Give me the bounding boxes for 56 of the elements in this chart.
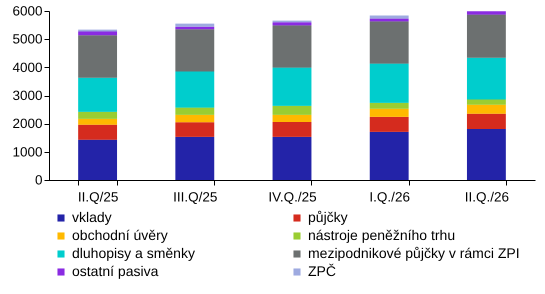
legend-label: obchodní úvěry xyxy=(72,227,168,243)
x-tick-label: II.Q/25 xyxy=(78,190,118,204)
x-tick-label: III.Q/25 xyxy=(173,190,218,204)
bar xyxy=(466,104,506,114)
legend-label: nástroje peněžního trhu xyxy=(308,227,456,243)
bar xyxy=(78,78,118,112)
x-tick-label: II.Q./26 xyxy=(464,190,510,204)
bar xyxy=(175,122,214,137)
y-tick-label: 2000 xyxy=(12,116,42,132)
bar xyxy=(370,132,409,180)
bar xyxy=(370,108,409,117)
bar xyxy=(466,129,506,180)
bar xyxy=(175,29,214,72)
bar xyxy=(175,72,214,108)
bar xyxy=(272,22,312,26)
bar xyxy=(78,140,118,180)
bar xyxy=(370,64,409,103)
bar xyxy=(78,35,118,78)
legend-label: dluhopisy a směnky xyxy=(72,245,195,261)
bar xyxy=(78,124,118,140)
bar xyxy=(175,114,214,122)
bar xyxy=(370,21,409,64)
bar xyxy=(370,18,409,22)
bar xyxy=(175,136,214,180)
legend-label: ostatní pasiva xyxy=(72,263,159,279)
bar xyxy=(466,58,506,100)
bar xyxy=(370,16,409,19)
bar xyxy=(272,68,312,106)
bar xyxy=(466,14,506,58)
y-tick-label: 6000 xyxy=(12,4,42,18)
legend-label: půjčky xyxy=(308,209,348,225)
bar xyxy=(175,108,214,115)
legend-label: vklady xyxy=(72,209,112,225)
y-tick-label: 5000 xyxy=(12,32,42,47)
y-tick-label: 1000 xyxy=(12,144,42,160)
y-tick-label: 4000 xyxy=(12,60,42,75)
bar xyxy=(175,24,214,27)
bar xyxy=(175,26,214,30)
x-tick-label: I.Q./26 xyxy=(369,190,410,204)
y-tick-label: 3000 xyxy=(12,88,42,103)
bar xyxy=(272,122,312,137)
bar xyxy=(272,106,312,115)
bar xyxy=(272,25,312,68)
bar xyxy=(466,99,506,105)
bar xyxy=(370,116,409,132)
bar xyxy=(272,114,312,122)
bar xyxy=(78,32,118,36)
x-tick-label: IV.Q./25 xyxy=(268,190,317,204)
bar xyxy=(272,136,312,180)
legend-label: mezipodnikové půjčky v rámci ZPI xyxy=(308,245,520,261)
bar xyxy=(78,118,118,125)
bar xyxy=(466,114,506,130)
y-tick-label: 0 xyxy=(34,172,42,188)
bar xyxy=(78,112,118,119)
legend-label: ZPČ xyxy=(308,263,336,279)
bar xyxy=(370,102,409,109)
